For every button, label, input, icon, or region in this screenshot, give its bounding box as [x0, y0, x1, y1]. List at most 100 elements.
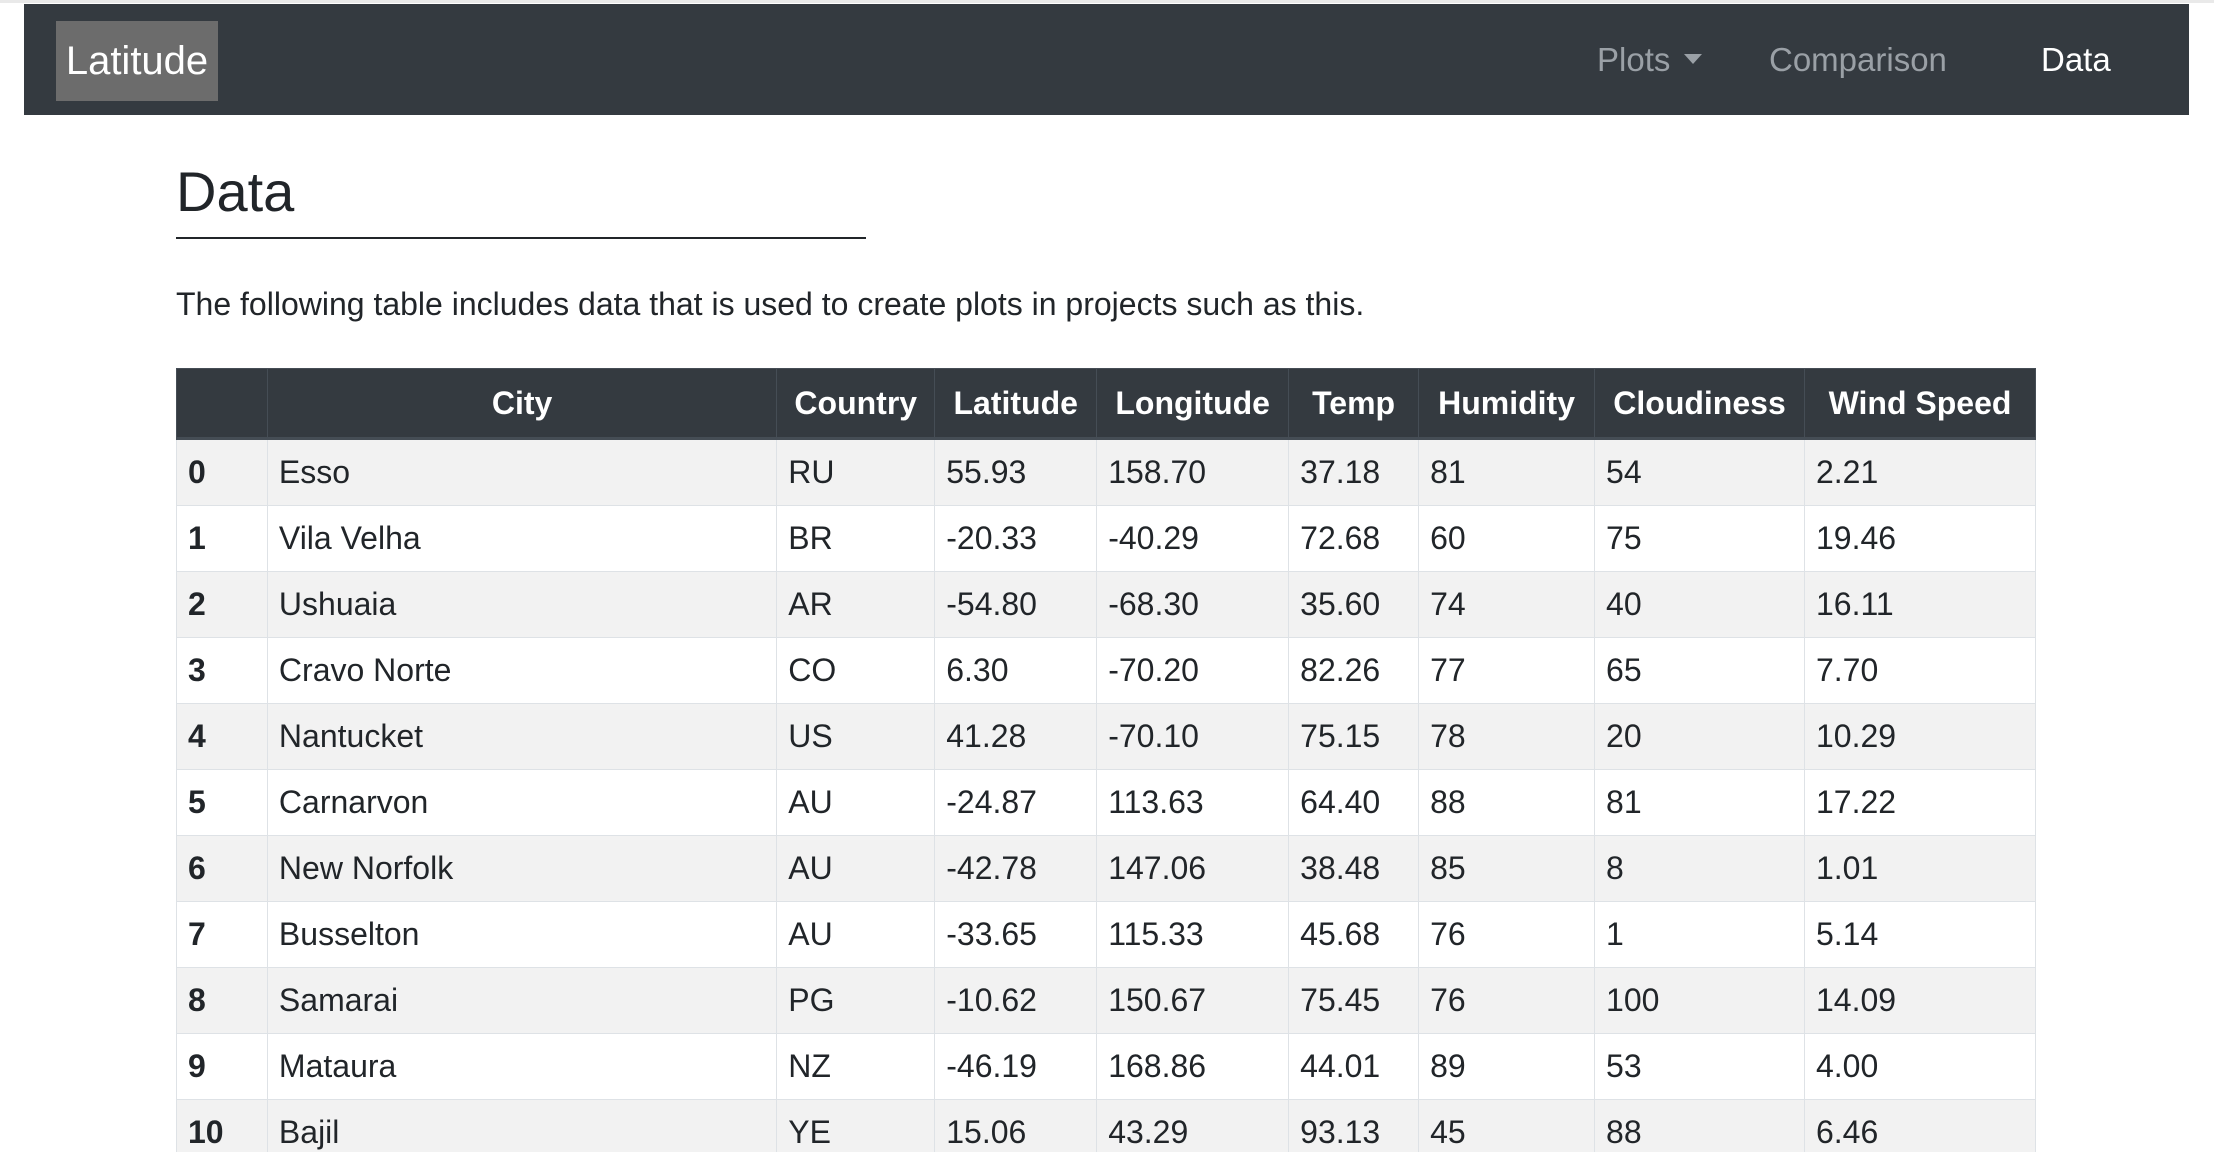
- cell-temp: 93.13: [1288, 1099, 1420, 1152]
- cell-latitude: -24.87: [934, 769, 1098, 836]
- cell-longitude: 158.70: [1096, 438, 1290, 506]
- cell-city: Esso: [266, 438, 778, 506]
- cell-humidity: 76: [1418, 967, 1596, 1034]
- table-row: 10 Bajil YE 15.06 43.29 93.13 45 88 6.46: [176, 1099, 2037, 1152]
- cell-city: Busselton: [266, 901, 778, 968]
- cell-longitude: 115.33: [1096, 901, 1290, 968]
- cell-cloudiness: 54: [1594, 438, 1805, 506]
- cell-latitude: 15.06: [934, 1099, 1098, 1152]
- cell-humidity: 89: [1418, 1033, 1596, 1100]
- cell-temp: 44.01: [1288, 1033, 1420, 1100]
- table-row: 1 Vila Velha BR -20.33 -40.29 72.68 60 75 19.46: [176, 505, 2037, 572]
- cell-city: Nantucket: [266, 703, 778, 770]
- cell-cloudiness: 81: [1594, 769, 1805, 836]
- page-title: Data: [176, 160, 295, 223]
- navbar-brand[interactable]: Latitude: [56, 21, 218, 101]
- cell-temp: 72.68: [1288, 505, 1420, 572]
- cell-latitude: 6.30: [934, 637, 1098, 704]
- cell-country: AR: [776, 571, 936, 638]
- cell-longitude: 150.67: [1096, 967, 1290, 1034]
- table-row: 4 Nantucket US 41.28 -70.10 75.15 78 20 10.29: [176, 703, 2037, 770]
- cell-longitude: -70.10: [1096, 703, 1290, 770]
- cell-index: 10: [176, 1099, 268, 1152]
- column-header-country: Country: [776, 368, 936, 440]
- table-header: City Country Latitude Longitude Temp Humidity…: [176, 368, 2037, 440]
- column-header-longitude: Longitude: [1096, 368, 1290, 440]
- cell-wind-speed: 4.00: [1803, 1033, 2037, 1100]
- cell-cloudiness: 75: [1594, 505, 1805, 572]
- cell-index: 2: [176, 571, 268, 638]
- cell-temp: 35.60: [1288, 571, 1420, 638]
- column-header-latitude: Latitude: [934, 368, 1098, 440]
- table-body: 0 Esso RU 55.93 158.70 37.18 81 54 2.21 1 Vila Vel…: [176, 438, 2037, 1152]
- browser-top-border: [0, 0, 2214, 3]
- table-row: 5 Carnarvon AU -24.87 113.63 64.40 88 81 17.22: [176, 769, 2037, 836]
- nav-data[interactable]: Data: [2041, 41, 2111, 78]
- cell-temp: 37.18: [1288, 438, 1420, 506]
- cell-cloudiness: 8: [1594, 835, 1805, 902]
- table-row: 2 Ushuaia AR -54.80 -68.30 35.60 74 40 16.11: [176, 571, 2037, 638]
- nav-plots-dropdown[interactable]: Plots: [1597, 4, 1703, 115]
- caret-down-icon: [1684, 54, 1703, 65]
- cell-longitude: 113.63: [1096, 769, 1290, 836]
- cell-country: YE: [776, 1099, 936, 1152]
- cell-temp: 75.15: [1288, 703, 1420, 770]
- cell-country: BR: [776, 505, 936, 572]
- cell-index: 8: [176, 967, 268, 1034]
- cell-cloudiness: 40: [1594, 571, 1805, 638]
- cell-longitude: -40.29: [1096, 505, 1290, 572]
- cell-cloudiness: 65: [1594, 637, 1805, 704]
- cell-temp: 38.48: [1288, 835, 1420, 902]
- cell-city: Bajil: [266, 1099, 778, 1152]
- table-row: 9 Mataura NZ -46.19 168.86 44.01 89 53 4.00: [176, 1033, 2037, 1100]
- cell-latitude: -10.62: [934, 967, 1098, 1034]
- cell-temp: 64.40: [1288, 769, 1420, 836]
- cell-longitude: 43.29: [1096, 1099, 1290, 1152]
- data-table: City Country Latitude Longitude Temp Humidity…: [176, 368, 2037, 1152]
- table-row: 8 Samarai PG -10.62 150.67 75.45 76 100 14.09: [176, 967, 2037, 1034]
- cell-humidity: 45: [1418, 1099, 1596, 1152]
- cell-wind-speed: 7.70: [1803, 637, 2037, 704]
- cell-temp: 82.26: [1288, 637, 1420, 704]
- cell-wind-speed: 19.46: [1803, 505, 2037, 572]
- table-row: 6 New Norfolk AU -42.78 147.06 38.48 85 8 1.01: [176, 835, 2037, 902]
- cell-latitude: -20.33: [934, 505, 1098, 572]
- cell-cloudiness: 100: [1594, 967, 1805, 1034]
- cell-cloudiness: 88: [1594, 1099, 1805, 1152]
- cell-latitude: 55.93: [934, 438, 1098, 506]
- cell-country: AU: [776, 835, 936, 902]
- cell-country: RU: [776, 438, 936, 506]
- cell-humidity: 76: [1418, 901, 1596, 968]
- cell-country: CO: [776, 637, 936, 704]
- table-row: 3 Cravo Norte CO 6.30 -70.20 82.26 77 65 7.70: [176, 637, 2037, 704]
- cell-latitude: -42.78: [934, 835, 1098, 902]
- cell-wind-speed: 17.22: [1803, 769, 2037, 836]
- cell-index: 1: [176, 505, 268, 572]
- cell-longitude: -70.20: [1096, 637, 1290, 704]
- cell-city: Ushuaia: [266, 571, 778, 638]
- cell-cloudiness: 53: [1594, 1033, 1805, 1100]
- column-header-cloudiness: Cloudiness: [1594, 368, 1805, 440]
- cell-city: Cravo Norte: [266, 637, 778, 704]
- cell-wind-speed: 16.11: [1803, 571, 2037, 638]
- cell-longitude: 147.06: [1096, 835, 1290, 902]
- cell-humidity: 78: [1418, 703, 1596, 770]
- cell-country: NZ: [776, 1033, 936, 1100]
- cell-city: Carnarvon: [266, 769, 778, 836]
- cell-humidity: 74: [1418, 571, 1596, 638]
- cell-humidity: 77: [1418, 637, 1596, 704]
- cell-latitude: -54.80: [934, 571, 1098, 638]
- column-header-temp: Temp: [1288, 368, 1420, 440]
- column-header-index: [176, 368, 268, 440]
- cell-city: New Norfolk: [266, 835, 778, 902]
- cell-cloudiness: 20: [1594, 703, 1805, 770]
- cell-latitude: -46.19: [934, 1033, 1098, 1100]
- table-row: 7 Busselton AU -33.65 115.33 45.68 76 1 5.14: [176, 901, 2037, 968]
- cell-city: Vila Velha: [266, 505, 778, 572]
- column-header-humidity: Humidity: [1418, 368, 1596, 440]
- cell-index: 9: [176, 1033, 268, 1100]
- nav-comparison[interactable]: Comparison: [1769, 41, 1947, 78]
- cell-country: AU: [776, 901, 936, 968]
- cell-humidity: 81: [1418, 438, 1596, 506]
